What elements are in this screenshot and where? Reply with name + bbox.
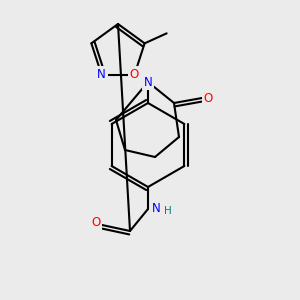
Text: O: O <box>92 217 100 230</box>
Text: O: O <box>203 92 213 104</box>
Text: O: O <box>130 68 139 81</box>
Text: H: H <box>164 206 172 216</box>
Text: N: N <box>144 76 152 88</box>
Text: N: N <box>152 202 160 215</box>
Text: N: N <box>97 68 106 81</box>
